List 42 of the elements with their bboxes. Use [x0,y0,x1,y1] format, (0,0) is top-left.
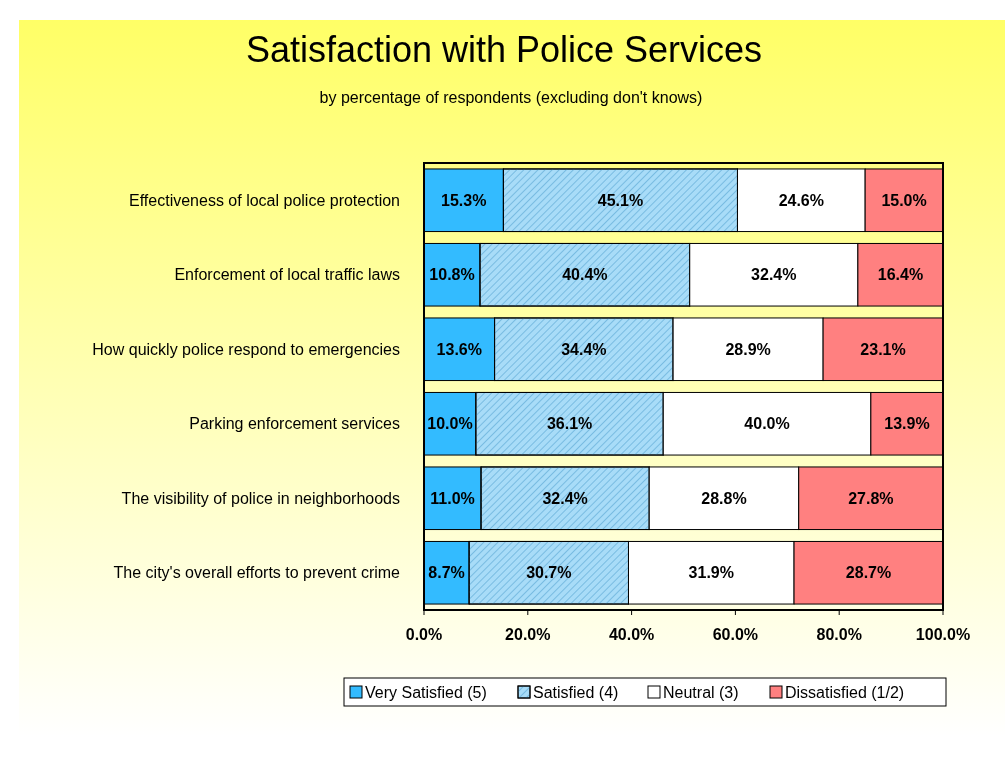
data-label: 31.9% [688,564,734,582]
y-tick-label: How quickly police respond to emergencies [92,340,400,358]
data-label: 24.6% [778,191,824,209]
legend-label: Dissatisfied (1/2) [785,683,905,701]
x-tick-label: 80.0% [816,626,862,643]
data-label: 28.8% [701,489,747,507]
data-label: 10.8% [429,266,475,284]
data-label: 40.4% [562,266,608,284]
x-tick-label: 100.0% [915,626,971,643]
x-tick-label: 60.0% [712,626,759,643]
chart-subtitle: by percentage of respondents (excluding don't knows) [319,89,703,106]
data-label: 28.7% [845,564,892,582]
data-label: 15.3% [441,191,487,209]
data-label: 45.1% [597,191,644,209]
legend-label: Satisfied (4) [533,683,619,701]
data-label: 15.0% [881,191,927,209]
x-tick-label: 20.0% [505,626,551,643]
data-label: 13.9% [884,415,930,433]
legend-label: Very Satisfied (5) [365,683,487,701]
y-tick-label: The visibility of police in neighborhoods [121,489,400,507]
data-label: 10.0% [427,415,473,433]
data-label: 11.0% [430,489,475,507]
y-tick-label: Enforcement of local traffic laws [174,266,400,284]
data-label: 36.1% [546,415,593,433]
legend-label: Neutral (3) [663,683,739,701]
data-label: 32.4% [751,266,797,284]
x-tick-label: 40.0% [608,626,655,643]
data-label: 34.4% [561,340,607,358]
data-label: 40.0% [744,415,790,433]
x-tick-label: 0.0% [405,626,443,643]
data-label: 30.7% [526,564,572,582]
data-label: 16.4% [877,266,924,284]
y-tick-label: Effectiveness of local police protection [129,191,400,209]
y-tick-label: The city's overall efforts to prevent crime [113,564,401,582]
data-label: 8.7% [428,564,465,582]
data-label: 32.4% [542,489,588,507]
chart-title: Satisfaction with Police Services [245,29,763,70]
data-label: 23.1% [860,340,906,358]
data-label: 13.6% [436,340,482,358]
data-label: 27.8% [848,489,894,507]
y-tick-label: Parking enforcement services [189,415,400,433]
data-label: 28.9% [725,340,771,358]
